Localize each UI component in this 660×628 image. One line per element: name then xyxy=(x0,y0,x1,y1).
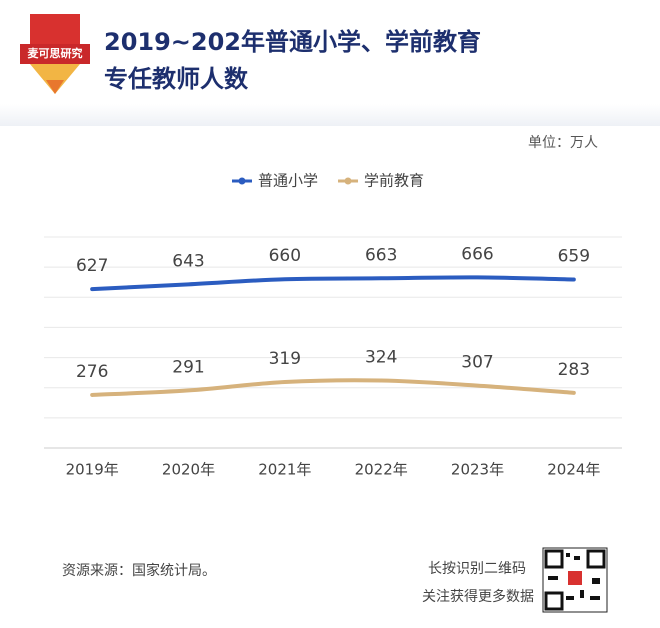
unit: 单位：万人 xyxy=(528,135,598,151)
title-line: 2019~202年普通小学、学前教育 xyxy=(104,28,481,56)
x-tick-label: 2023年 xyxy=(451,461,504,479)
legend-dot xyxy=(344,177,352,185)
data-label: 627 xyxy=(76,256,108,276)
data-label: 660 xyxy=(269,246,301,266)
logo-point xyxy=(46,80,64,94)
qr-caption: 关注获得更多数据 xyxy=(422,588,534,605)
source: 资源来源：国家统计局。 xyxy=(62,562,216,579)
legend-label: 学前教育 xyxy=(364,172,424,190)
legend-label: 普通小学 xyxy=(258,172,318,190)
x-tick-label: 2024年 xyxy=(547,461,600,479)
header-shadow xyxy=(0,104,660,126)
data-label: 659 xyxy=(558,247,590,267)
brand: 麦可思研究 xyxy=(28,46,83,60)
qr-code xyxy=(542,547,608,613)
x-tick-label: 2021年 xyxy=(258,461,311,479)
data-label: 324 xyxy=(365,347,397,367)
logo-band xyxy=(20,44,90,64)
data-label: 663 xyxy=(365,245,397,265)
data-label: 291 xyxy=(172,357,204,377)
data-label: 319 xyxy=(269,349,301,369)
qr-caption: 长按识别二维码 xyxy=(428,561,526,577)
data-label: 283 xyxy=(558,360,590,380)
logo-tip xyxy=(30,64,80,94)
series-line xyxy=(90,275,576,292)
data-label: 307 xyxy=(461,353,493,373)
x-tick-label: 2022年 xyxy=(355,461,408,479)
legend: 普通小学 学前教育 xyxy=(232,172,424,190)
x-tick-label: 2019年 xyxy=(66,461,119,479)
x-tick-label: 2020年 xyxy=(162,461,215,479)
data-label: 666 xyxy=(461,244,493,264)
series-line xyxy=(90,378,576,397)
legend-dot xyxy=(238,177,246,185)
logo: 麦可思研究 xyxy=(20,14,90,94)
logo-top xyxy=(30,14,80,44)
data-label: 643 xyxy=(172,251,204,271)
data-label: 276 xyxy=(76,362,108,382)
title-line: 专任教师人数 xyxy=(104,65,249,93)
